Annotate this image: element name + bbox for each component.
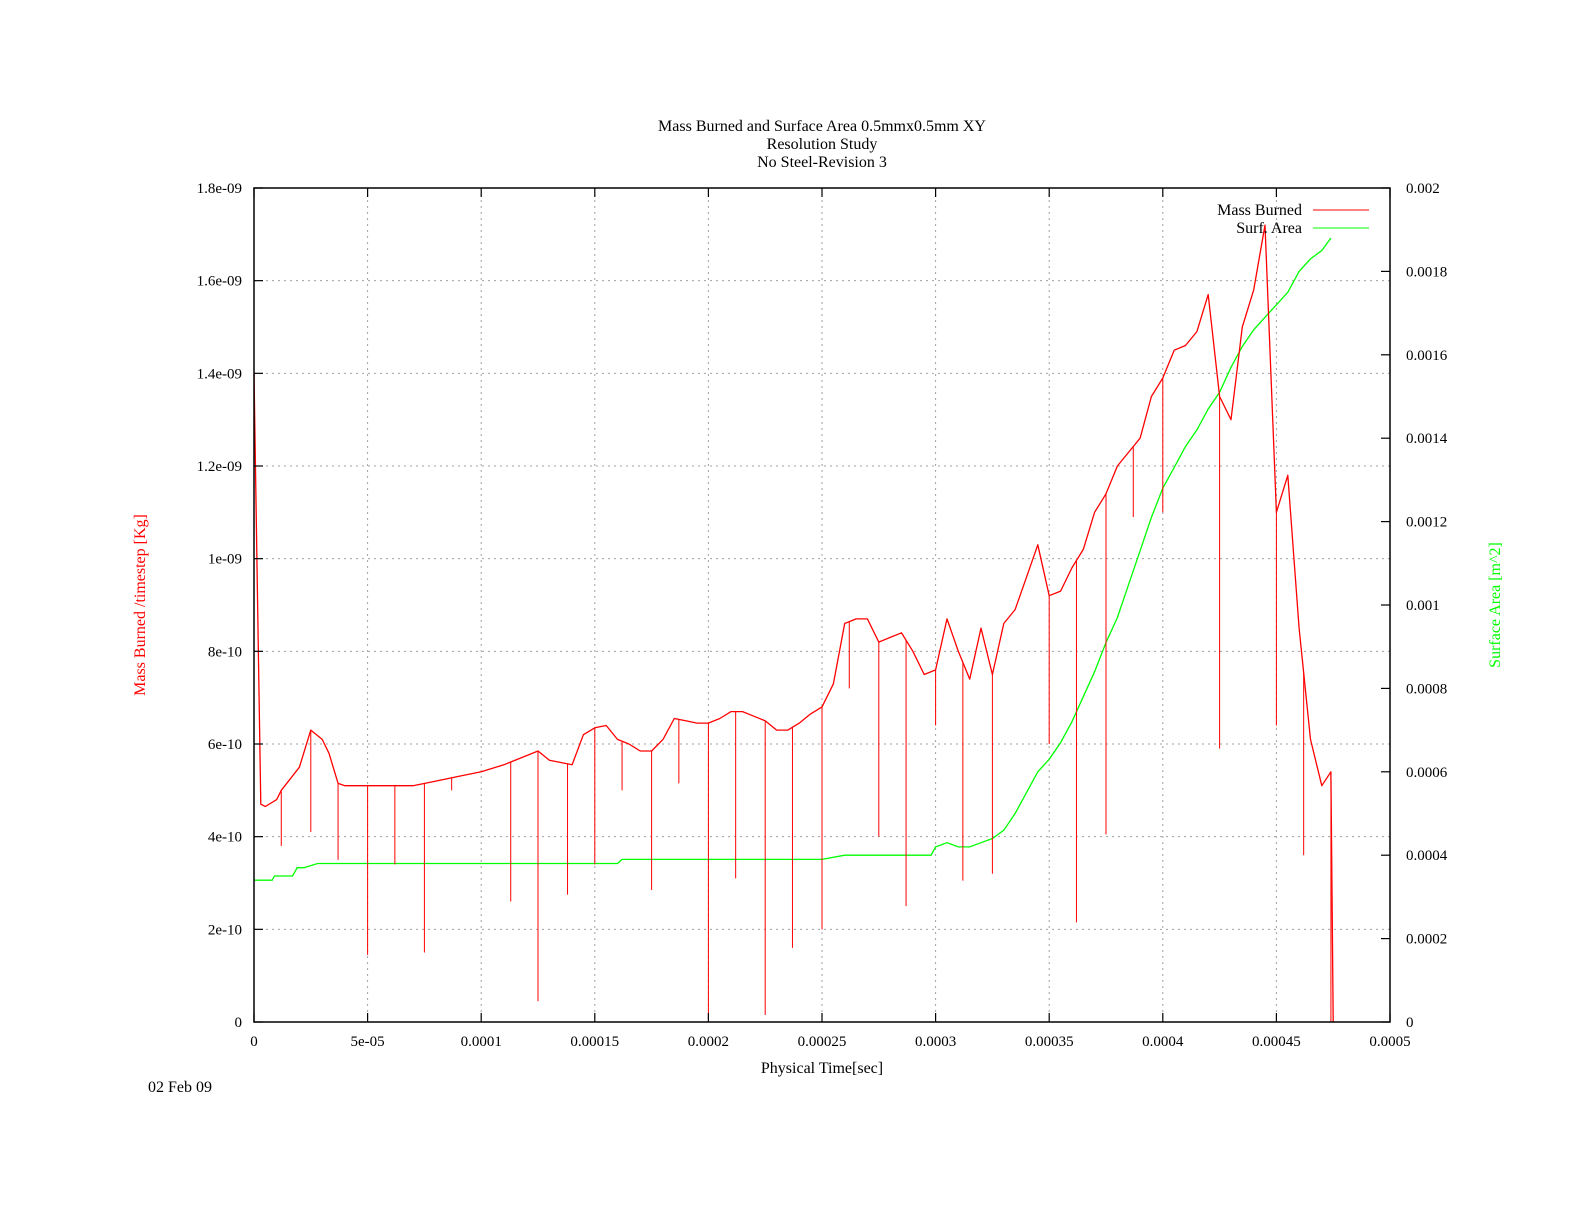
y2-tick-label: 0 (1406, 1015, 1414, 1031)
x-tick-label: 0.00045 (1252, 1034, 1301, 1050)
y2-tick-label: 0.0002 (1406, 932, 1447, 948)
y-tick-label: 8e-10 (208, 644, 242, 660)
y2-axis-title: Surface Area [m^2] (1487, 542, 1504, 668)
grid (254, 188, 1390, 1022)
x-tick-labels: 0 5e-05 0.0001 0.00015 0.0002 0.00025 0.0003 0.… (250, 1034, 1410, 1050)
title-line-2: Resolution Study (767, 136, 878, 153)
legend-label-surf-area: Surf. Area (1236, 220, 1302, 237)
x-tick-label: 0.00035 (1025, 1034, 1074, 1050)
y-tick-label: 1.4e-09 (197, 366, 242, 382)
y-tick-label: 1.8e-09 (197, 181, 242, 197)
legend: Mass Burned Surf. Area (1217, 202, 1369, 237)
y2-tick-label: 0.002 (1406, 181, 1440, 197)
title-line-3: No Steel-Revision 3 (757, 154, 887, 171)
y2-tick-label: 0.0008 (1406, 681, 1447, 697)
series-layer (253, 224, 1334, 1023)
y2-tick-label: 0.0018 (1406, 264, 1447, 280)
y2-tick-label: 0.001 (1406, 598, 1440, 614)
x-tick-label: 0.0003 (915, 1034, 956, 1050)
y-tick-label: 4e-10 (208, 830, 242, 846)
y-tick-labels: 0 2e-10 4e-10 6e-10 8e-10 1e-09 1.2e-09 1.4e-09… (197, 181, 242, 1031)
x-tick-label: 0.0002 (688, 1034, 729, 1050)
y2-tick-labels: 0 0.0002 0.0004 0.0006 0.0008 0.001 0.0012 0.00… (1406, 181, 1448, 1031)
y-tick-label: 6e-10 (208, 737, 242, 753)
y-tick-label: 1e-09 (208, 552, 242, 568)
x-tick-label: 0.0004 (1142, 1034, 1184, 1050)
x-tick-label: 0.0001 (461, 1034, 502, 1050)
x-tick-label: 0 (250, 1034, 258, 1050)
x-tick-label: 0.00025 (798, 1034, 847, 1050)
y2-tick-label: 0.0012 (1406, 515, 1447, 531)
series-line-mass-burned (253, 224, 1334, 1023)
y-tick-label: 2e-10 (208, 922, 242, 938)
ticks (253, 187, 1391, 1023)
y-tick-label: 1.2e-09 (197, 459, 242, 475)
x-tick-label: 0.00015 (570, 1034, 619, 1050)
y2-tick-label: 0.0016 (1406, 348, 1448, 364)
title-line-1: Mass Burned and Surface Area 0.5mmx0.5mm… (658, 118, 986, 135)
x-tick-label: 0.0005 (1369, 1034, 1410, 1050)
x-axis-title: Physical Time[sec] (761, 1060, 883, 1077)
y-tick-label: 0 (235, 1015, 243, 1031)
x-tick-label: 5e-05 (351, 1034, 385, 1050)
y2-tick-label: 0.0014 (1406, 431, 1448, 447)
y-tick-label: 1.6e-09 (197, 274, 242, 290)
y2-tick-label: 0.0006 (1406, 765, 1448, 781)
chart-title: Mass Burned and Surface Area 0.5mmx0.5mm… (658, 118, 986, 171)
y-axis-title: Mass Burned /timestep [Kg] (132, 514, 149, 696)
legend-label-mass-burned: Mass Burned (1217, 202, 1302, 219)
date-stamp: 02 Feb 09 (148, 1079, 212, 1096)
y2-tick-label: 0.0004 (1406, 848, 1448, 864)
